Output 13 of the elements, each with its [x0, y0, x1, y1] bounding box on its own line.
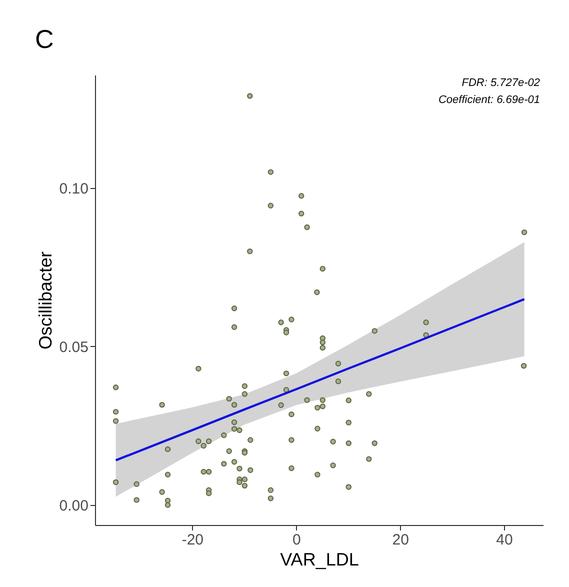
annotation: Coefficient: 6.69e-01: [438, 94, 540, 106]
y-tick-label: 0.10: [59, 180, 88, 198]
y-axis-title: Oscillibacter: [35, 251, 56, 350]
x-tick-label: -20: [182, 532, 204, 548]
y-tick-label: 0.00: [59, 498, 88, 515]
x-tick-label: 0: [292, 532, 301, 548]
x-tick-label: 20: [392, 532, 409, 548]
line-series: [114, 298, 526, 462]
chart-title: C: [35, 24, 54, 54]
annotation: FDR: 5.727e-02: [462, 77, 540, 89]
x-axis-title: VAR_LDL: [280, 550, 359, 570]
y-tick-label: 0.05: [59, 338, 88, 356]
x-tick-label: 40: [496, 532, 513, 548]
